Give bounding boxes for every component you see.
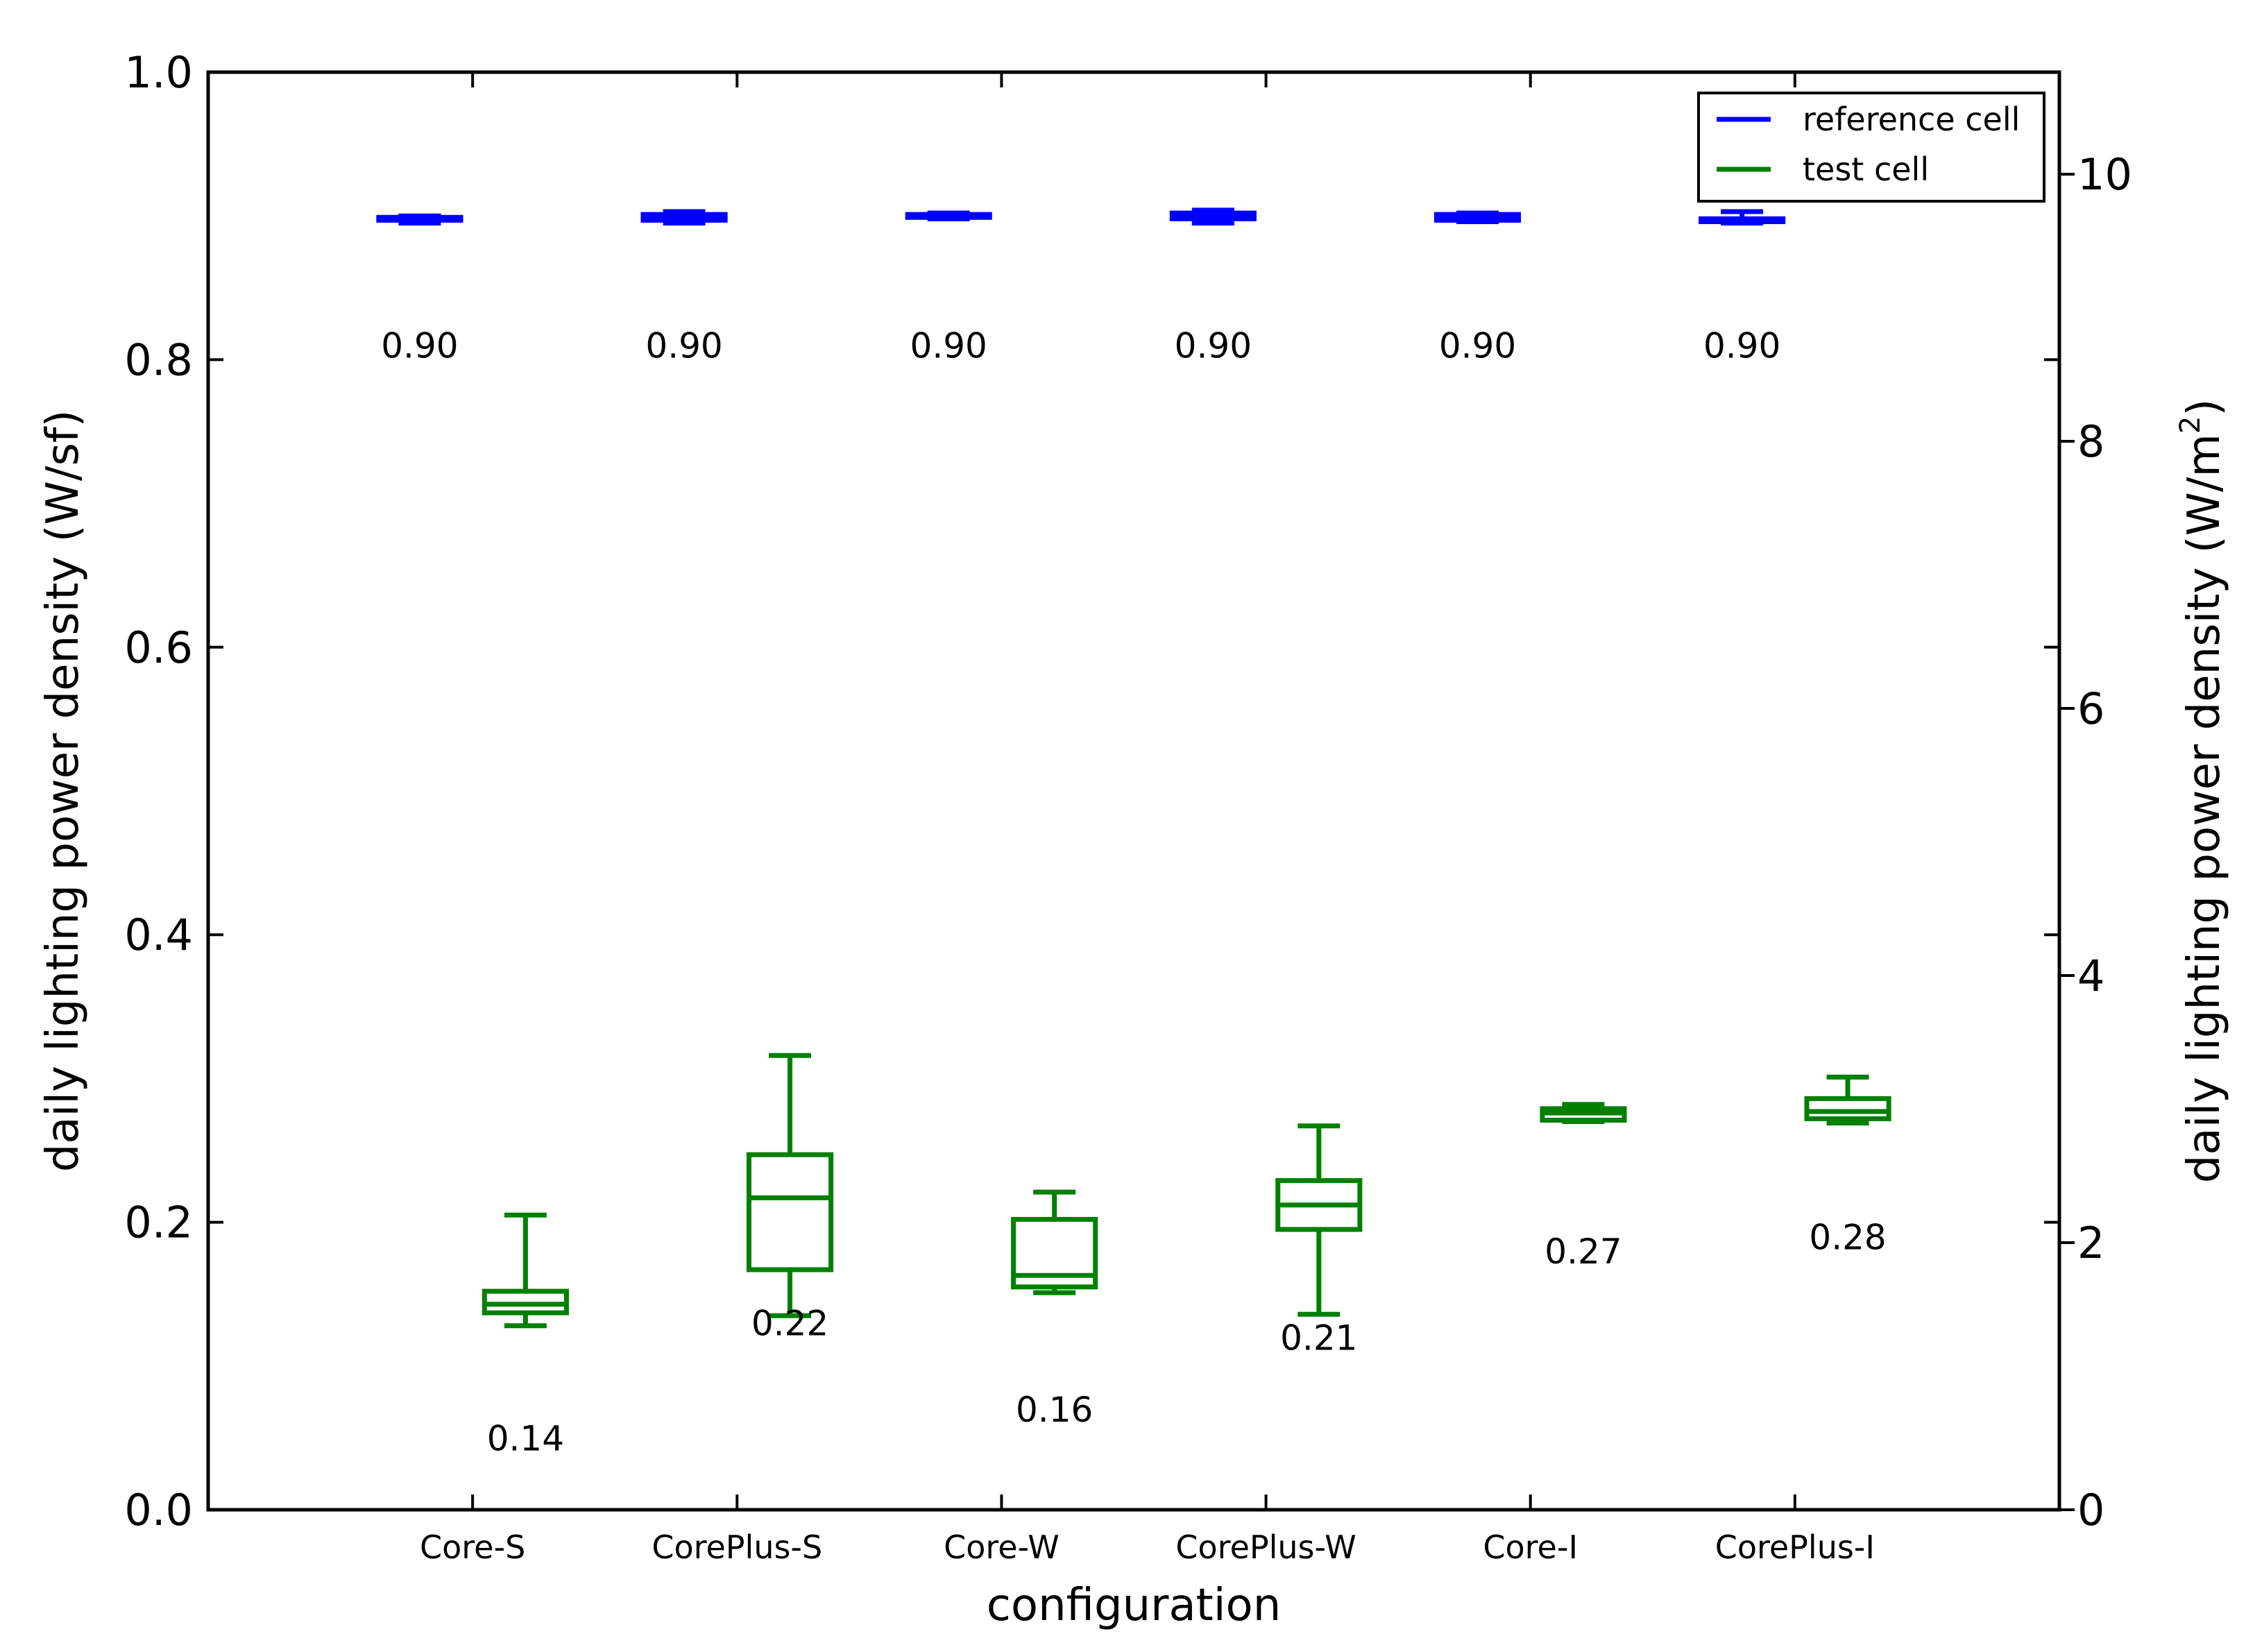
y-tick-label-right: 0 [2077, 1485, 2104, 1535]
median-label-test-cell: 0.16 [1016, 1390, 1093, 1430]
box-test-cell [482, 1212, 569, 1329]
y-tick-label-right: 6 [2077, 683, 2104, 734]
y-tick-label-right: 4 [2077, 951, 2104, 1001]
box-reference-cell [376, 213, 463, 226]
y-axis-label-right-main: daily lighting power density (W/m [2179, 434, 2230, 1183]
box-reference-cell [640, 209, 728, 226]
iqr-box [746, 1152, 834, 1272]
legend[interactable]: reference cell test cell [1697, 92, 2045, 203]
y-tick-label-left: 0.0 [124, 1485, 193, 1535]
median-label-reference-cell: 0.90 [1175, 326, 1252, 366]
box-reference-cell [1169, 207, 1257, 226]
median-label-reference-cell: 0.90 [645, 326, 722, 366]
plot-background [208, 72, 2059, 1510]
median-label-reference-cell: 0.90 [1703, 326, 1780, 366]
y-axis-label-left: daily lighting power density (W/sf) [37, 410, 89, 1173]
median-label-reference-cell: 0.90 [910, 326, 987, 366]
box-test-cell [1804, 1074, 1891, 1126]
median-label-test-cell: 0.14 [487, 1418, 564, 1458]
y-axis-label-right-superscript: 2 [2175, 416, 2206, 434]
x-tick-label: Core-I [1483, 1528, 1578, 1566]
right-axis-ticks: 0 2 4 6 8 10 [2059, 149, 2132, 1535]
box-reference-cell [905, 210, 992, 221]
box-test-cell [746, 1053, 834, 1318]
x-tick-label: CorePlus-S [652, 1528, 822, 1566]
box-series [376, 207, 1891, 1329]
y-tick-label-left: 0.2 [124, 1198, 193, 1248]
legend-box [1697, 92, 2045, 203]
median-labels: 0.90 0.90 0.90 0.90 0.90 0.90 0.14 0.22 0.16 0.21… [381, 326, 1886, 1459]
box-reference-cell [1433, 210, 1522, 224]
median-label-test-cell: 0.21 [1280, 1318, 1357, 1358]
median-label-reference-cell: 0.90 [381, 326, 458, 366]
iqr-box [1804, 1096, 1891, 1121]
legend-label-test-cell: test cell [1803, 151, 1929, 188]
box-test-cell [1011, 1189, 1098, 1295]
box-test-cell [1275, 1123, 1363, 1317]
left-axis-ticks: 0.0 0.2 0.4 0.6 0.8 1.0 [124, 47, 2059, 1535]
x-tick-label: Core-S [420, 1528, 525, 1566]
y-tick-label-right: 10 [2077, 149, 2132, 200]
y-tick-label-left: 0.8 [124, 334, 193, 385]
legend-label-reference-cell: reference cell [1803, 101, 2020, 138]
median-label-test-cell: 0.28 [1809, 1217, 1886, 1257]
median-label-test-cell: 0.22 [751, 1304, 828, 1344]
box-test-cell [1540, 1102, 1627, 1125]
y-axis-label-right-close: ) [2179, 399, 2230, 416]
x-axis-ticks: Core-S CorePlus-S Core-W CorePlus-W Core-I Co… [420, 72, 1875, 1566]
x-tick-label: Core-W [944, 1528, 1060, 1566]
y-tick-label-right: 8 [2077, 416, 2104, 467]
x-tick-label: CorePlus-W [1175, 1528, 1356, 1566]
x-tick-label: CorePlus-I [1715, 1528, 1875, 1566]
median-label-reference-cell: 0.90 [1439, 326, 1516, 366]
median-label-test-cell: 0.27 [1545, 1232, 1622, 1272]
y-tick-label-left: 1.0 [124, 47, 193, 98]
y-tick-label-right: 2 [2077, 1218, 2104, 1268]
y-tick-label-left: 0.6 [124, 622, 193, 673]
box-reference-cell [1699, 209, 1786, 226]
plot-frame [206, 70, 2061, 1512]
y-axis-label-right: daily lighting power density (W/m2) [2175, 399, 2230, 1184]
x-axis-label: configuration [987, 1580, 1282, 1631]
y-tick-label-left: 0.4 [124, 910, 193, 960]
iqr-box [1011, 1216, 1098, 1290]
